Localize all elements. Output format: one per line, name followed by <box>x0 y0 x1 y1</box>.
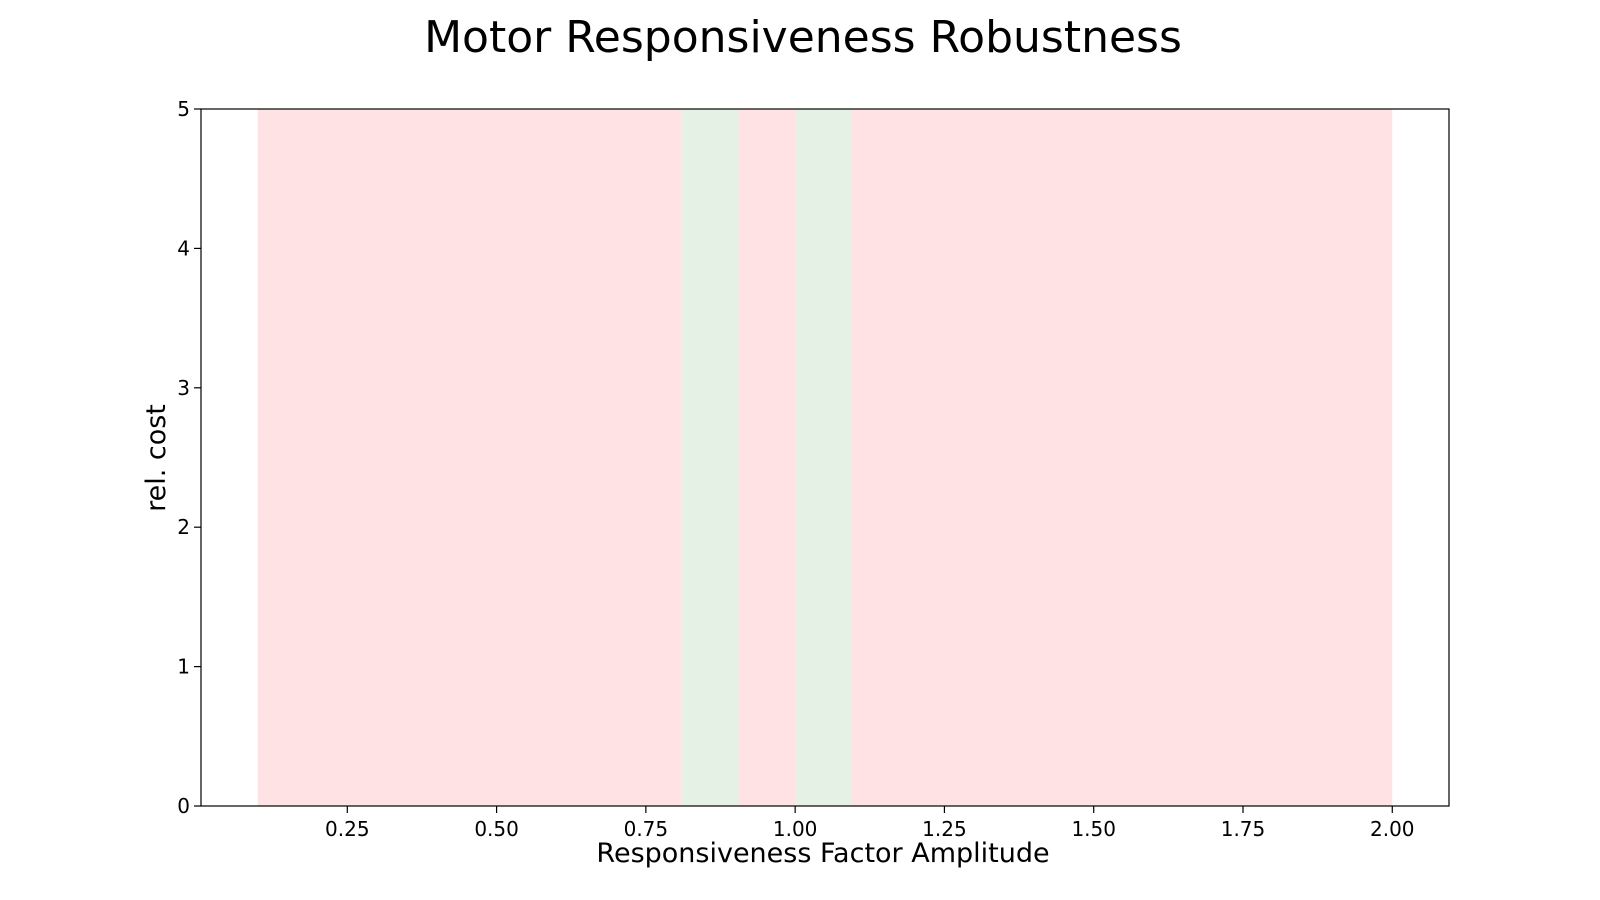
x-tick-label: 2.00 <box>1370 817 1415 841</box>
x-tick-label: 0.75 <box>624 817 669 841</box>
y-tick-label: 0 <box>177 794 190 818</box>
region-success-1 <box>681 109 739 806</box>
x-tick-label: 0.25 <box>325 817 370 841</box>
x-axis-label: Responsiveness Factor Amplitude <box>596 838 1049 869</box>
y-axis-ticks: 0 1 2 3 4 5 <box>177 97 201 818</box>
y-tick-label: 4 <box>177 236 190 260</box>
y-tick-label: 2 <box>177 515 190 539</box>
x-tick-label: 1.75 <box>1221 817 1266 841</box>
region-fail-2 <box>738 109 796 806</box>
y-tick-label: 3 <box>177 376 190 400</box>
plot-frame <box>200 108 1450 807</box>
region-success-3 <box>795 109 852 806</box>
x-tick-label: 1.25 <box>922 817 967 841</box>
region-fail-0 <box>257 109 682 806</box>
x-tick-label: 1.00 <box>773 817 818 841</box>
x-tick-label: 0.50 <box>474 817 519 841</box>
y-axis-label: rel. cost <box>141 404 172 512</box>
y-tick-label: 1 <box>177 655 190 679</box>
x-axis-ticks: 0.25 0.50 0.75 1.00 1.25 1.50 1.75 2.00 <box>325 806 1415 841</box>
x-tick-label: 1.50 <box>1071 817 1116 841</box>
chart-title: Motor Responsiveness Robustness <box>424 12 1182 63</box>
y-tick-label: 5 <box>177 97 190 121</box>
region-fail-4 <box>851 109 1393 806</box>
region-layer <box>257 109 1393 806</box>
